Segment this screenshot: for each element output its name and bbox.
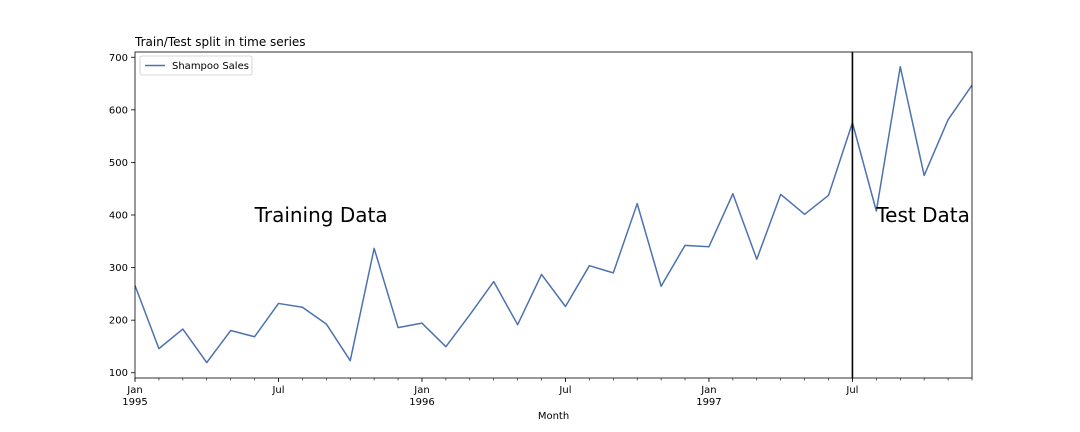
chart-title: Train/Test split in time series — [134, 35, 306, 49]
annotation-0: Training Data — [254, 203, 388, 227]
plot-area: Train/Test split in time series Training … — [109, 35, 973, 422]
ytick-label: 200 — [109, 316, 128, 327]
ytick-label: 700 — [109, 53, 128, 64]
xtick-year-label: 1997 — [696, 397, 721, 408]
xtick-label: Jul — [558, 385, 571, 396]
xtick-year-label: 1996 — [409, 397, 434, 408]
legend-label-0: Shampoo Sales — [172, 61, 249, 72]
ytick-label: 100 — [109, 368, 128, 379]
ytick-label: 500 — [109, 158, 128, 169]
ytick-label: 300 — [109, 263, 128, 274]
xtick-label: Jan — [700, 385, 716, 396]
series-line-0 — [134, 65, 973, 364]
xtick-label: Jul — [271, 385, 284, 396]
x-axis-label: Month — [538, 411, 569, 422]
xtick-year-label: 1995 — [122, 397, 147, 408]
ytick-label: 400 — [109, 211, 128, 222]
xtick-label: Jul — [845, 385, 858, 396]
ytick-label: 600 — [109, 105, 128, 116]
xtick-label: Jan — [126, 385, 142, 396]
xtick-label: Jan — [413, 385, 429, 396]
legend-box — [139, 55, 253, 76]
annotation-1: Test Data — [875, 203, 970, 227]
